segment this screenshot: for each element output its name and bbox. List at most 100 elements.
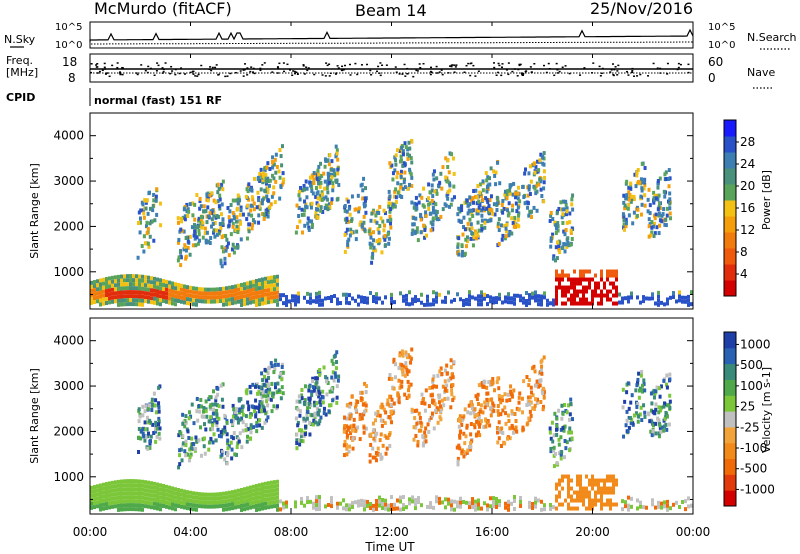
heatmap-cell (441, 165, 445, 170)
heatmap-cell (145, 231, 149, 236)
heatmap-cell (150, 296, 153, 301)
heatmap-cell (298, 219, 302, 224)
heatmap-cell (495, 430, 499, 435)
heatmap-cell (504, 295, 507, 300)
heatmap-cell (246, 494, 249, 499)
heatmap-cell (555, 301, 558, 306)
heatmap-cell (528, 192, 532, 197)
heatmap-cell (567, 297, 570, 302)
heatmap-cell (429, 501, 432, 506)
heatmap-cell (511, 203, 515, 208)
heatmap-cell (427, 202, 431, 207)
heatmap-cell (336, 157, 340, 162)
heatmap-cell (600, 301, 603, 306)
heatmap-cell (183, 501, 186, 506)
heatmap-cell (330, 358, 334, 363)
heatmap-cell (114, 496, 117, 501)
heatmap-cell (615, 289, 618, 294)
heatmap-cell (248, 384, 252, 389)
heatmap-cell (426, 294, 429, 299)
heatmap-cell (564, 242, 568, 247)
heatmap-cell (257, 213, 261, 218)
heatmap-cell (204, 291, 207, 296)
heatmap-cell (213, 500, 216, 505)
heatmap-cell (180, 287, 183, 292)
heatmap-cell (315, 291, 318, 296)
heatmap-cell (612, 486, 615, 491)
freq-sample-dot (144, 69, 147, 72)
heatmap-cell (372, 245, 376, 250)
heatmap-cell (600, 506, 603, 511)
heatmap-cell (514, 201, 518, 206)
heatmap-cell (147, 484, 150, 489)
heatmap-cell (311, 191, 315, 196)
heatmap-cell (96, 299, 99, 304)
heatmap-cell (426, 504, 429, 509)
freq-sample-dot (356, 73, 359, 76)
heatmap-cell (419, 217, 423, 222)
heatmap-cell (437, 400, 441, 405)
heatmap-cell (280, 362, 284, 367)
heatmap-cell (375, 498, 378, 503)
heatmap-cell (258, 302, 261, 307)
heatmap-cell (416, 439, 420, 444)
heatmap-cell (240, 294, 243, 299)
heatmap-cell (326, 190, 330, 195)
heatmap-cell (372, 295, 375, 300)
heatmap-cell (162, 488, 165, 493)
heatmap-cell (449, 202, 453, 207)
heatmap-cell (360, 416, 364, 421)
heatmap-cell (156, 285, 159, 290)
heatmap-cell (621, 387, 625, 392)
heatmap-cell (297, 193, 301, 198)
heatmap-cell (633, 172, 637, 177)
heatmap-cell (642, 382, 646, 387)
heatmap-cell (141, 413, 145, 418)
heatmap-cell (542, 199, 546, 204)
heatmap-cell (258, 495, 261, 500)
heatmap-cell (568, 437, 572, 442)
heatmap-cell (150, 493, 153, 498)
freq-sample-dot (103, 66, 106, 69)
heatmap-cell (372, 503, 375, 508)
heatmap-cell (445, 383, 449, 388)
heatmap-cell (236, 230, 240, 235)
heatmap-cell (552, 505, 555, 510)
heatmap-cell (475, 397, 479, 402)
freq-sample-dot (455, 64, 458, 66)
heatmap-cell (190, 402, 194, 407)
freq-sample-dot (171, 70, 174, 72)
heatmap-cell (465, 297, 468, 302)
heatmap-cell (129, 483, 132, 488)
heatmap-cell (255, 429, 259, 434)
heatmap-cell (267, 489, 270, 494)
heatmap-cell (402, 503, 405, 508)
heatmap-cell (566, 236, 570, 241)
heatmap-cell (258, 418, 262, 423)
freq-sample-dot (656, 67, 659, 69)
heatmap-cell (429, 505, 432, 510)
heatmap-cell (299, 431, 303, 436)
heatmap-cell (579, 498, 582, 503)
heatmap-cell (567, 273, 570, 278)
heatmap-cell (336, 297, 339, 302)
freq-sample-dot (271, 71, 274, 73)
heatmap-cell (403, 373, 407, 378)
heatmap-cell (623, 206, 627, 211)
heatmap-cell (246, 203, 250, 208)
heatmap-cell (600, 297, 603, 302)
freq-sample-dot (493, 62, 496, 64)
heatmap-cell (139, 208, 143, 213)
heatmap-cell (120, 495, 123, 500)
heatmap-cell (276, 503, 279, 508)
heatmap-cell (138, 499, 141, 504)
heatmap-cell (298, 438, 302, 443)
heatmap-cell (198, 492, 201, 497)
heatmap-cell (478, 409, 482, 414)
heatmap-cell (658, 223, 662, 228)
heatmap-cell (466, 221, 470, 226)
freq-sample-dot (116, 62, 119, 64)
heatmap-cell (210, 402, 214, 407)
heatmap-cell (527, 416, 531, 421)
heatmap-cell (243, 499, 246, 504)
